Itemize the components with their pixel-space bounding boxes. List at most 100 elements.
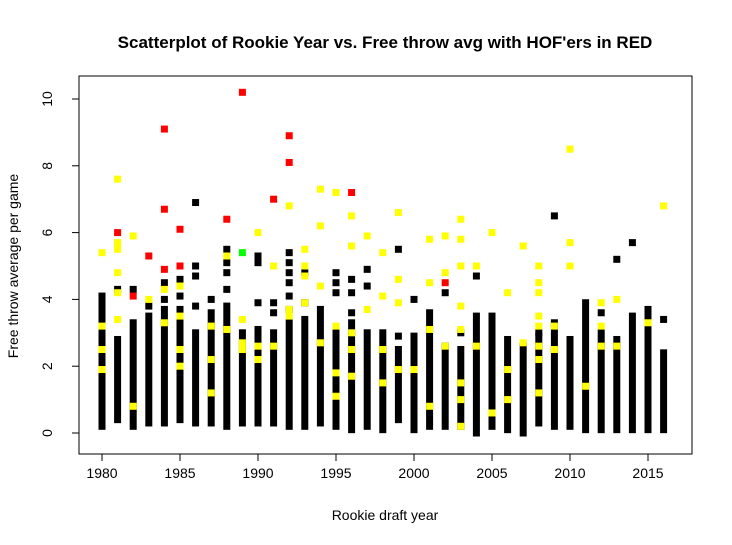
highlight-point bbox=[379, 379, 387, 387]
x-tick-label: 2000 bbox=[398, 465, 429, 481]
highlight-point bbox=[535, 262, 543, 270]
data-point bbox=[363, 282, 371, 290]
highlight-point bbox=[114, 175, 122, 183]
data-point bbox=[192, 199, 200, 207]
highlight-point bbox=[114, 269, 122, 277]
data-point bbox=[410, 295, 418, 303]
point-column-1991 bbox=[270, 329, 278, 427]
data-point bbox=[129, 285, 137, 293]
hof-point bbox=[160, 205, 168, 213]
highlight-point bbox=[114, 289, 122, 297]
highlight-point bbox=[472, 262, 480, 270]
highlight-point bbox=[301, 245, 309, 253]
highlight-point bbox=[332, 189, 340, 197]
data-point bbox=[223, 259, 231, 267]
highlight-point bbox=[363, 232, 371, 240]
highlight-point bbox=[441, 232, 449, 240]
highlight-point bbox=[457, 325, 465, 333]
highlight-point bbox=[566, 239, 574, 247]
hof-point bbox=[160, 265, 168, 273]
data-point bbox=[379, 329, 387, 337]
highlight-point bbox=[254, 342, 262, 350]
highlight-point bbox=[472, 342, 480, 350]
point-column-2004 bbox=[472, 312, 480, 437]
hof-point bbox=[160, 125, 168, 133]
data-point bbox=[176, 292, 184, 300]
data-point bbox=[550, 212, 558, 220]
highlight-point bbox=[426, 402, 434, 410]
highlight-point bbox=[597, 322, 605, 330]
points-layer bbox=[98, 88, 668, 430]
data-point bbox=[332, 279, 340, 287]
highlight-point bbox=[207, 389, 215, 397]
data-point bbox=[192, 302, 200, 310]
highlight-point bbox=[441, 269, 449, 277]
data-point bbox=[254, 299, 262, 307]
highlight-point bbox=[332, 322, 340, 330]
highlight-point bbox=[644, 319, 652, 327]
point-column-2016 bbox=[660, 349, 668, 434]
data-point bbox=[348, 309, 356, 317]
y-tick-label: 4 bbox=[39, 295, 55, 303]
data-point bbox=[441, 289, 449, 297]
highlight-point bbox=[613, 342, 621, 350]
highlight-point bbox=[550, 322, 558, 330]
highlight-point bbox=[535, 322, 543, 330]
highlight-point bbox=[301, 299, 309, 307]
point-column-1999 bbox=[394, 346, 402, 424]
data-point bbox=[192, 262, 200, 270]
highlight-point bbox=[332, 392, 340, 400]
highlight-point bbox=[223, 325, 231, 333]
highlight-point bbox=[457, 235, 465, 243]
highlight-point bbox=[176, 346, 184, 353]
x-tick-label: 1995 bbox=[320, 465, 351, 481]
data-point bbox=[285, 249, 293, 257]
highlight-point bbox=[348, 212, 356, 220]
point-column-2009 bbox=[550, 319, 558, 430]
y-tick-label: 10 bbox=[39, 91, 55, 107]
highlight-point bbox=[145, 295, 153, 303]
hof-point bbox=[270, 195, 278, 203]
highlight-point bbox=[457, 379, 465, 387]
highlight-point bbox=[519, 339, 527, 347]
data-point bbox=[394, 245, 402, 253]
data-point bbox=[613, 255, 621, 263]
highlight-point bbox=[270, 342, 278, 350]
hof-point bbox=[285, 158, 293, 166]
data-point bbox=[223, 269, 231, 277]
point-column-1981 bbox=[114, 335, 122, 424]
highlight-point bbox=[316, 185, 324, 193]
data-point bbox=[207, 295, 215, 303]
highlight-point bbox=[550, 346, 558, 353]
point-column-2000 bbox=[410, 339, 418, 434]
hof-point bbox=[176, 262, 184, 270]
highlight-point bbox=[207, 356, 215, 364]
highlight-point bbox=[285, 202, 293, 210]
point-column-1995 bbox=[332, 329, 340, 430]
point-column-2013 bbox=[613, 335, 621, 434]
highlight-point bbox=[238, 315, 246, 323]
data-point bbox=[394, 332, 402, 340]
highlight-point bbox=[582, 382, 590, 390]
point-column-1982 bbox=[129, 319, 137, 430]
data-point bbox=[270, 299, 278, 307]
highlight-point bbox=[379, 292, 387, 300]
data-point bbox=[363, 265, 371, 273]
highlight-point bbox=[457, 396, 465, 404]
highlight-point bbox=[160, 285, 168, 293]
hof-point bbox=[238, 88, 246, 96]
highlight-point bbox=[176, 282, 184, 290]
y-tick-label: 8 bbox=[39, 162, 55, 170]
data-point bbox=[254, 252, 262, 260]
y-tick-label: 0 bbox=[39, 429, 55, 437]
highlight-point bbox=[114, 245, 122, 253]
highlight-point bbox=[426, 279, 434, 287]
y-tick-label: 2 bbox=[39, 362, 55, 370]
highlight-point bbox=[535, 279, 543, 287]
highlight-point bbox=[535, 312, 543, 320]
highlight-point bbox=[348, 372, 356, 380]
data-point bbox=[348, 289, 356, 297]
hof-point bbox=[129, 292, 137, 300]
column-layer bbox=[98, 292, 668, 437]
